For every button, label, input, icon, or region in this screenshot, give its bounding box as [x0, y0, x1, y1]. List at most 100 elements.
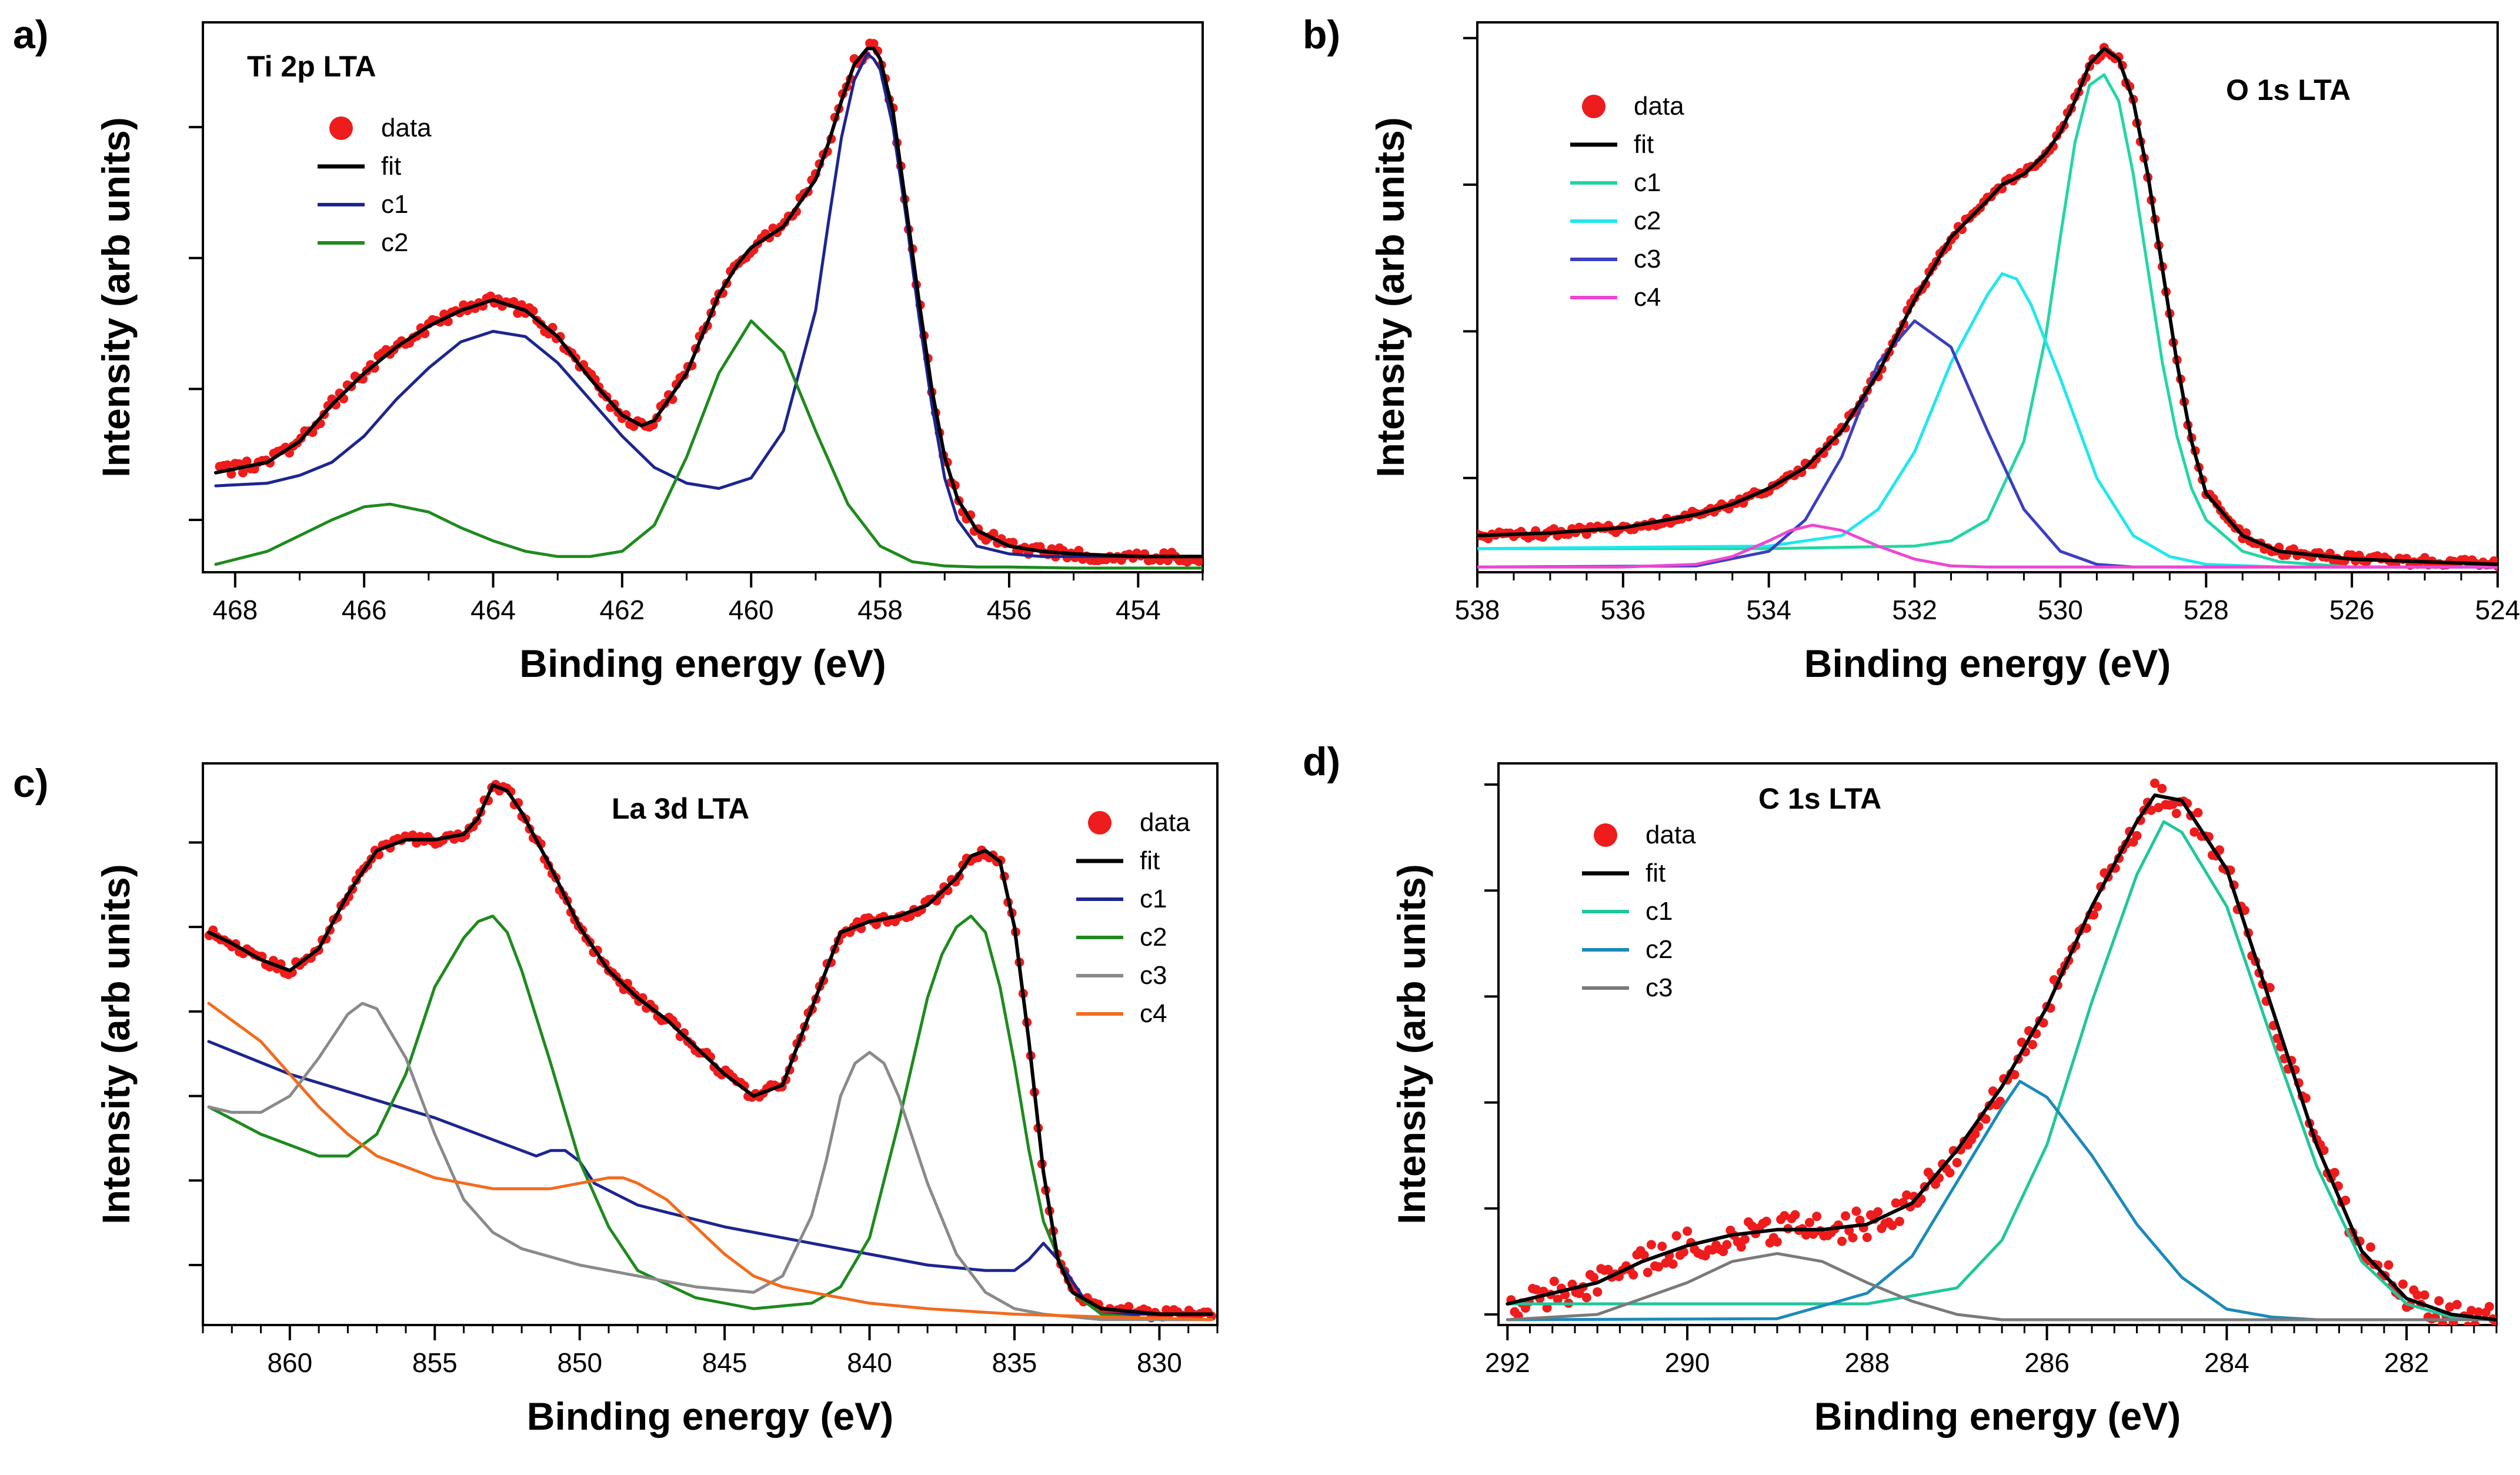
plot-area — [213, 38, 1203, 570]
data-point — [1646, 1240, 1656, 1250]
legend-label: c2 — [1634, 206, 1661, 235]
data-point — [2463, 1322, 2472, 1325]
legend-swatch-data — [1594, 823, 1617, 847]
data-point — [2366, 1242, 2375, 1252]
data-point — [2193, 807, 2203, 817]
x-tick-label: 466 — [342, 595, 387, 625]
panel-3: 860 855 850 845 840 835 830 Binding energy (eV)… — [13, 761, 1219, 1438]
x-tick-label: 532 — [1892, 595, 1937, 625]
data-point — [2171, 809, 2181, 819]
data-point — [1054, 543, 1064, 553]
y-axis-label: Intensity (arb units) — [94, 864, 138, 1224]
x-tick-label: 536 — [1600, 595, 1645, 625]
data-point — [1596, 1264, 1606, 1274]
plot-area — [1506, 778, 2496, 1335]
legend-label: c3 — [1634, 245, 1661, 273]
data-point — [1776, 1214, 1786, 1224]
x-tick-label: 454 — [1116, 595, 1161, 625]
data-point — [1650, 1261, 1660, 1271]
data-point — [1549, 1276, 1559, 1286]
plot-frame — [202, 21, 1204, 573]
data-point — [1740, 1234, 1750, 1244]
data-point — [1528, 1284, 1538, 1293]
y-axis-label: Intensity (arb units) — [94, 117, 138, 477]
legend-label: c3 — [1140, 961, 1167, 990]
legend-label: data — [1645, 820, 1696, 849]
plot-frame — [1497, 762, 2498, 1326]
legend-swatch-data — [1582, 95, 1606, 118]
data-point — [1683, 1226, 1693, 1236]
legend-label: c2 — [1140, 923, 1167, 952]
legend-label: c2 — [381, 228, 408, 257]
data-point — [865, 38, 875, 48]
legend: data fit c1 c2 c3 — [1582, 820, 1696, 1002]
data-point — [1765, 1238, 1775, 1248]
data-point — [1855, 1215, 1865, 1225]
x-axis-label: Binding energy (eV) — [519, 642, 886, 685]
x-tick-label: 468 — [212, 595, 258, 625]
legend-label: c1 — [1645, 897, 1673, 926]
data-point — [1865, 1210, 1875, 1220]
legend-swatch-data — [1088, 811, 1112, 835]
data-point — [215, 462, 225, 472]
data-point — [1891, 1198, 1901, 1208]
legend-swatch-data — [329, 116, 353, 140]
data-point — [1661, 1258, 1671, 1268]
series-fit — [1477, 46, 2498, 566]
x-tick-label: 284 — [2204, 1347, 2249, 1378]
data-point — [1643, 1267, 1653, 1277]
data-point — [2157, 783, 2167, 793]
x-tick-label: 282 — [2384, 1347, 2429, 1378]
legend-label: data — [1140, 808, 1190, 837]
series-c4 — [1477, 523, 2498, 569]
data-point — [1851, 1206, 1861, 1216]
legend-label: fit — [381, 152, 401, 181]
x-tick-label: 538 — [1455, 595, 1500, 625]
panel-letter: c) — [13, 761, 48, 806]
data-point — [1812, 1212, 1822, 1222]
panel-1: 468 466 464 462 460 458 456 454 Binding energy (… — [13, 12, 1204, 685]
data-point — [2419, 1290, 2429, 1300]
panel-4: 292 290 288 286 284 282 Binding energy (eV) Int… — [1303, 739, 2498, 1438]
data-point — [2384, 1260, 2394, 1270]
x-tick-label: 460 — [729, 595, 774, 625]
data-point — [513, 308, 523, 318]
x-tick-label: 286 — [2024, 1347, 2070, 1378]
x-tick-label: 526 — [2329, 595, 2375, 625]
plot-area — [1477, 42, 2498, 571]
data-point — [1894, 1216, 1904, 1226]
legend-label: c3 — [1645, 973, 1673, 1002]
legend: data fit c1 c2 c3 c4 — [1076, 808, 1190, 1028]
series-fit — [213, 46, 1203, 559]
series-fit — [1506, 793, 2496, 1322]
panel-letter: b) — [1303, 12, 1340, 57]
legend-label: c2 — [1645, 935, 1673, 964]
data-point — [2150, 778, 2159, 788]
legend: data fit c1 c2 c3 c4 — [1570, 92, 1684, 312]
x-tick-label: 850 — [557, 1347, 602, 1378]
data-point — [1787, 1213, 1797, 1223]
data-point — [1877, 1223, 1887, 1233]
data-point — [1542, 1303, 1552, 1313]
x-tick-label: 462 — [600, 595, 645, 625]
series-c2 — [1477, 272, 2498, 569]
x-tick-label: 290 — [1665, 1347, 1710, 1378]
data-point — [2128, 837, 2138, 847]
data-point — [1553, 1294, 1563, 1304]
legend-label: c1 — [1634, 168, 1661, 197]
legend: data fit c1 c2 — [318, 114, 432, 257]
x-axis-label: Binding energy (eV) — [1814, 1394, 2181, 1438]
series-c2 — [207, 915, 1213, 1322]
legend-label: data — [1634, 92, 1684, 121]
data-point — [1862, 1233, 1872, 1242]
series-fit — [206, 783, 1214, 1316]
data-point — [242, 456, 252, 466]
data-point — [1671, 1231, 1681, 1241]
data-point — [2456, 1326, 2465, 1335]
panel-2: 538 536 534 532 530 528 526 524 Binding energy (… — [1303, 12, 2520, 685]
data-point — [230, 459, 240, 469]
plot-frame — [202, 762, 1219, 1326]
data-point — [1931, 1179, 1940, 1189]
data-point — [1744, 1217, 1753, 1227]
data-point — [2474, 1307, 2484, 1317]
